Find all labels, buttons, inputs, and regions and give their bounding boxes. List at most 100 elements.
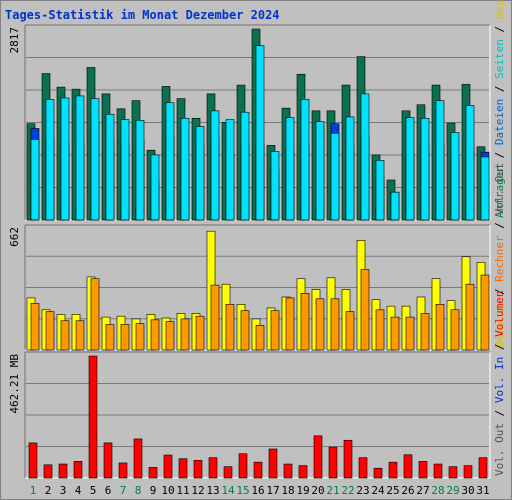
legend-volume-part: /	[493, 337, 506, 357]
legend-visits-part: Vol. Out	[493, 163, 506, 216]
bar-rechner-day-13	[210, 284, 220, 351]
bar-dateien-day-29	[450, 132, 460, 221]
bar-volumen-day-12	[193, 460, 203, 479]
bar-dateien-day-30	[465, 105, 475, 221]
bar-volumen-day-31	[478, 457, 488, 479]
bar-dateien-day-6	[105, 113, 115, 221]
bar-volumen-day-24	[373, 467, 383, 479]
day-label-5: 5	[90, 484, 97, 497]
bar-rechner-day-18	[285, 297, 295, 351]
legend-volume: Vol. Out / Vol. In / Volumen	[493, 291, 506, 476]
bar-dateien-day-3	[60, 97, 70, 221]
bar-volumen-day-11	[178, 458, 188, 479]
bar-rechner-day-24	[375, 309, 385, 351]
day-label-29: 29	[446, 484, 459, 497]
legend-requests-part: /	[493, 145, 506, 165]
bar-rechner-day-16	[255, 325, 265, 351]
legend-volume-part: Vol. Out	[493, 423, 506, 476]
day-label-11: 11	[176, 484, 189, 497]
bar-dateien-day-10	[165, 102, 175, 221]
bar-rechner-day-23	[360, 269, 370, 351]
bar-dateien-day-28	[435, 100, 445, 221]
legend-requests-part: Besuche	[493, 0, 506, 19]
bar-rechner-day-25	[390, 316, 400, 351]
bar-volumen-day-17	[268, 448, 278, 479]
day-label-27: 27	[416, 484, 429, 497]
bar-dateien-day-9	[150, 154, 160, 221]
bar-dateien-day-20	[315, 121, 325, 221]
bar-volumen-day-26	[403, 454, 413, 479]
bar-volumen-day-27	[418, 461, 428, 479]
bar-volumen-day-3	[58, 463, 68, 479]
day-label-26: 26	[401, 484, 414, 497]
bar-rechner-day-15	[240, 310, 250, 351]
day-label-3: 3	[60, 484, 67, 497]
bar-dateien-day-17	[270, 151, 280, 221]
chart-title: Tages-Statistik im Monat Dezember 2024	[5, 8, 280, 22]
bar-volumen-day-28	[433, 463, 443, 479]
legend-requests-part: /	[493, 19, 506, 39]
bar-volumen-day-10	[163, 454, 173, 479]
bar-volumen-day-8	[133, 438, 143, 479]
bar-rechner-day-28	[435, 304, 445, 351]
bar-rechner-day-22	[345, 311, 355, 351]
bar-rechner-day-12	[195, 315, 205, 351]
day-label-16: 16	[251, 484, 264, 497]
bar-volumen-day-7	[118, 462, 128, 479]
bar-dateien-day-27	[420, 117, 430, 221]
day-label-4: 4	[75, 484, 82, 497]
bar-rechner-day-21	[330, 298, 340, 351]
day-label-13: 13	[206, 484, 219, 497]
bar-dateien-day-25	[390, 191, 400, 221]
day-label-17: 17	[266, 484, 279, 497]
bar-dateien-day-5	[90, 98, 100, 221]
bar-dateien-day-12	[195, 126, 205, 221]
day-label-31: 31	[476, 484, 489, 497]
legend-requests-part: /	[493, 79, 506, 99]
bar-rechner-day-9	[150, 319, 160, 351]
day-label-2: 2	[45, 484, 52, 497]
bar-rechner-day-20	[315, 298, 325, 351]
bar-dateien-day-7	[120, 119, 130, 221]
bar-volumen-day-23	[358, 457, 368, 479]
bar-volumen-day-13	[208, 457, 218, 479]
bar-volumen-day-29	[448, 466, 458, 479]
bar-volumen-day-5	[88, 355, 98, 479]
bar-rechner-day-6	[105, 324, 115, 351]
day-label-20: 20	[311, 484, 324, 497]
bar-dateien-day-15	[240, 111, 250, 221]
bar-volumen-day-25	[388, 461, 398, 479]
legend-volume-part: Volumen	[493, 291, 506, 337]
bar-volumen-day-6	[103, 442, 113, 479]
legend-requests: Anfragen / Dateien / Seiten / Besuche	[493, 0, 506, 218]
bar-rechner-day-5	[90, 278, 100, 351]
bar-rechner-day-30	[465, 283, 475, 351]
day-label-8: 8	[135, 484, 142, 497]
day-label-19: 19	[296, 484, 309, 497]
day-label-22: 22	[341, 484, 354, 497]
legend-visits-part: /	[493, 282, 506, 302]
legend-volume-part: Vol. In	[493, 357, 506, 403]
day-label-18: 18	[281, 484, 294, 497]
bar-dateien-day-22	[345, 116, 355, 221]
day-label-14: 14	[221, 484, 235, 497]
ymax-label-volume: 462.21 MB	[8, 354, 21, 414]
bar-dateien-day-23	[360, 93, 370, 221]
bar-volumen-day-19	[298, 465, 308, 479]
bar-dateien-day-13	[210, 110, 220, 221]
ymax-label-visits: 662	[8, 227, 21, 247]
bar-volumen-day-4	[73, 461, 83, 479]
legend-volume-part: /	[493, 403, 506, 423]
bar-dateien-day-1	[30, 139, 40, 221]
bar-rechner-day-10	[165, 321, 175, 351]
day-label-12: 12	[191, 484, 204, 497]
day-label-9: 9	[150, 484, 157, 497]
day-label-10: 10	[161, 484, 174, 497]
bar-volumen-day-1	[28, 442, 38, 479]
legend-requests-part: Dateien	[493, 99, 506, 145]
legend-visits: Besuche / Rechner / Vol. Out	[493, 163, 506, 348]
bar-dateien-day-4	[75, 95, 85, 221]
bar-volumen-day-22	[343, 439, 353, 479]
bar-rechner-day-11	[180, 318, 190, 351]
